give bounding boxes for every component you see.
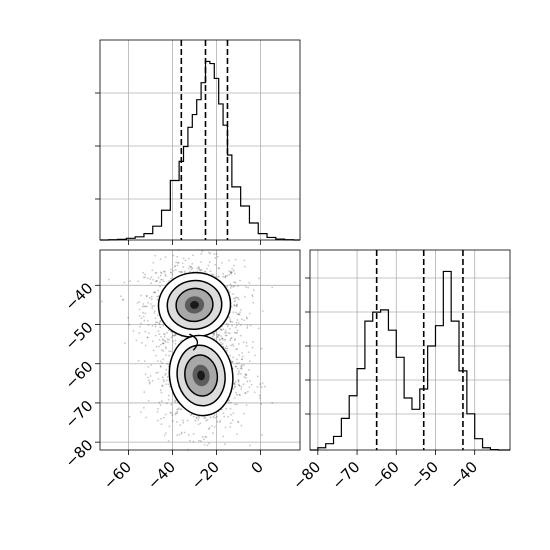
- contour-bridge: [189, 333, 199, 351]
- x-tick-label: −70: [328, 458, 363, 493]
- x-tick-label: 0: [248, 458, 267, 477]
- histogram-panel-y: −80 −70 −60 −50 −40: [289, 249, 511, 493]
- x-tick-label: −40: [446, 458, 481, 493]
- x-tick-label: −80: [289, 458, 324, 493]
- density-contour: [190, 300, 199, 309]
- x-tick-label: −40: [144, 458, 179, 493]
- density-panel: −60 −40 −20 0−80−70−60−50−40: [61, 249, 301, 493]
- x-tick-label: −60: [100, 458, 135, 493]
- density-contour: [197, 370, 205, 381]
- y-tick-label: −70: [61, 397, 96, 432]
- x-tick-label: −60: [368, 458, 403, 493]
- x-tick-label: −20: [188, 458, 223, 493]
- histogram-y-bars: [310, 270, 510, 451]
- y-tick-label: −60: [61, 358, 96, 393]
- y-tick-label: −50: [61, 318, 96, 353]
- axes-frame: [309, 249, 511, 451]
- y-tick-label: −40: [61, 279, 96, 314]
- axes-frame: [99, 249, 301, 451]
- axes-frame: [99, 39, 301, 241]
- x-tick-label: −50: [407, 458, 442, 493]
- histogram-panel-x: [95, 39, 301, 245]
- histogram-x-bars: [100, 60, 300, 241]
- y-tick-label: −80: [61, 436, 96, 471]
